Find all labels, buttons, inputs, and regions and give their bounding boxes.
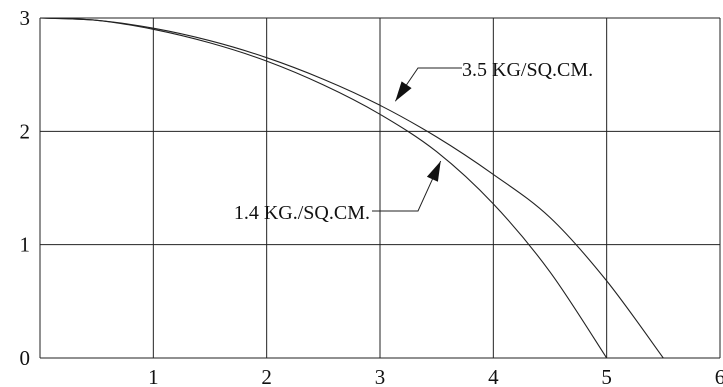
annotation-label-1: 3.5 KG/SQ.CM.: [462, 59, 593, 81]
annotation-leader-2: [372, 160, 442, 212]
grid: [39, 17, 721, 359]
series-line-2: [39, 17, 608, 359]
x-tick-label: 2: [261, 365, 272, 387]
y-tick-label: 1: [20, 233, 31, 257]
tick-labels: 1 2 3 4 5 6 0 1 2 3: [20, 6, 723, 387]
x-tick-label: 6: [715, 365, 723, 387]
series-line-1: [39, 17, 664, 359]
annotations: 3.5 KG/SQ.CM. 1.4 KG./SQ.CM.: [234, 59, 593, 224]
x-tick-label: 5: [601, 365, 612, 387]
x-tick-label: 1: [148, 365, 159, 387]
x-tick-label: 3: [375, 365, 386, 387]
y-tick-label: 3: [20, 6, 31, 30]
y-tick-label: 2: [20, 119, 31, 143]
annotation-label-2: 1.4 KG./SQ.CM.: [234, 202, 370, 224]
series-group: [39, 17, 664, 359]
y-tick-label: 0: [20, 346, 31, 370]
annotation-arrowhead-2: [426, 161, 441, 182]
x-tick-label: 4: [488, 365, 499, 387]
annotation-arrowhead-1: [395, 81, 412, 102]
